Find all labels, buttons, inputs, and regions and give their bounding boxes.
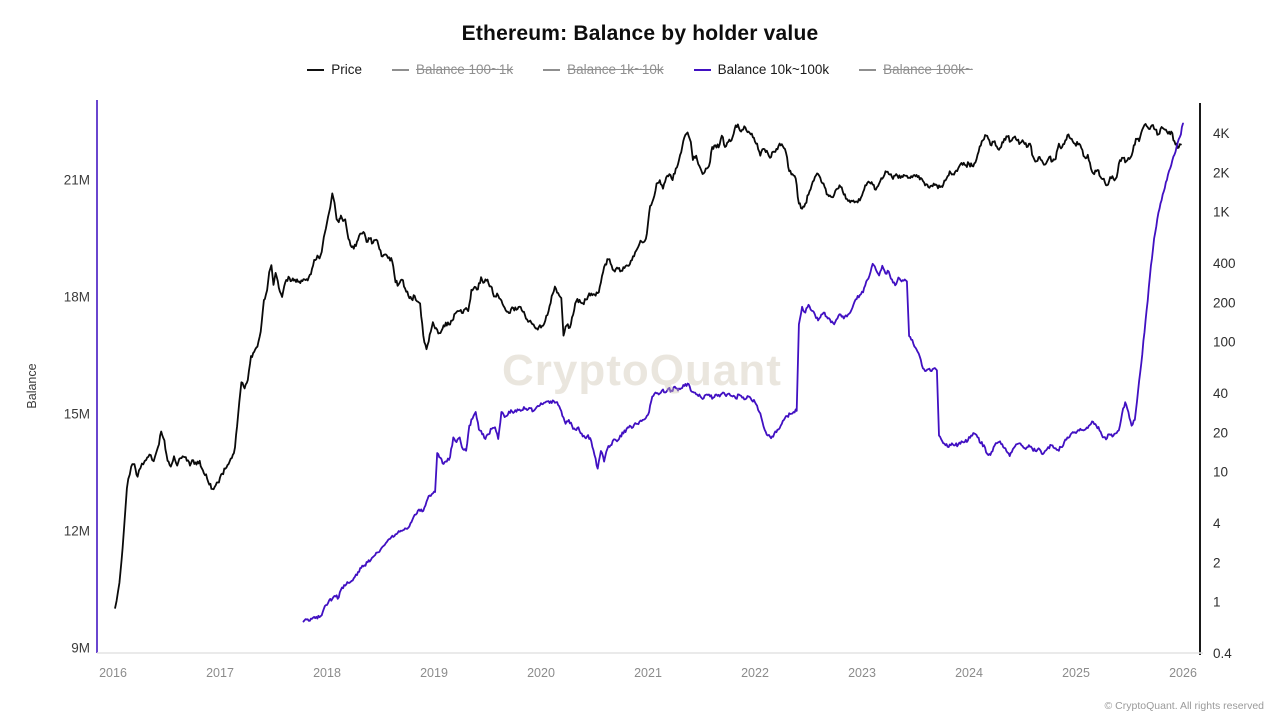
x-axis-tick-2025: 2025 <box>1062 666 1090 680</box>
x-axis-tick-2016: 2016 <box>99 666 127 680</box>
chart-title: Ethereum: Balance by holder value <box>461 22 819 45</box>
x-axis-tick-2023: 2023 <box>848 666 876 680</box>
legend-dash-icon <box>693 68 711 71</box>
legend-dash-icon <box>391 68 409 71</box>
right-axis-tick-4K: 4K <box>1213 126 1230 141</box>
legend-item-balance-10k-100k[interactable]: Balance 10k~100k <box>693 62 830 77</box>
x-axis-tick-2022: 2022 <box>741 666 769 680</box>
legend-dash-icon <box>543 68 561 71</box>
legend-item-balance-100-1k[interactable]: Balance 100~1k <box>391 62 514 77</box>
x-axis-tick-2024: 2024 <box>955 666 983 680</box>
right-axis-tick-200: 200 <box>1213 295 1236 310</box>
left-axis-tick-9M: 9M <box>71 641 90 656</box>
right-axis-tick-2: 2 <box>1213 555 1221 570</box>
right-axis-tick-1: 1 <box>1213 595 1221 610</box>
left-axis-tick-15M: 15M <box>64 407 90 422</box>
right-axis-tick-40: 40 <box>1213 386 1228 401</box>
left-axis-title: Balance <box>25 363 39 408</box>
x-axis-tick-2021: 2021 <box>634 666 662 680</box>
legend-item-price[interactable]: Price <box>307 62 362 77</box>
legend-item-balance-100k[interactable]: Balance 100k~ <box>859 62 973 77</box>
legend-dash-icon <box>859 68 877 71</box>
x-axis-tick-2017: 2017 <box>206 666 234 680</box>
legend-label: Balance 1k~10k <box>567 62 664 77</box>
right-axis-tick-10: 10 <box>1213 465 1228 480</box>
price-line <box>114 123 1182 609</box>
legend-dash-icon <box>307 68 325 71</box>
right-axis-tick-0.4: 0.4 <box>1213 646 1232 661</box>
right-axis-tick-4: 4 <box>1213 516 1221 531</box>
left-axis-tick-18M: 18M <box>64 290 90 305</box>
right-axis-tick-400: 400 <box>1213 256 1236 271</box>
legend-label: Balance 100~1k <box>415 62 514 77</box>
right-axis-tick-100: 100 <box>1213 335 1236 350</box>
legend-item-balance-1k-10k[interactable]: Balance 1k~10k <box>543 62 664 77</box>
right-axis-tick-1K: 1K <box>1213 205 1230 220</box>
legend-label: Price <box>331 62 362 77</box>
x-axis-tick-2018: 2018 <box>313 666 341 680</box>
legend-label: Balance 10k~100k <box>717 62 830 77</box>
x-axis-tick-2019: 2019 <box>420 666 448 680</box>
copyright-footer: © CryptoQuant. All rights reserved <box>1104 700 1264 712</box>
balance-10k-100k-line <box>302 122 1184 623</box>
legend-label: Balance 100k~ <box>883 62 973 77</box>
right-axis-tick-20: 20 <box>1213 425 1228 440</box>
x-axis-tick-2020: 2020 <box>527 666 555 680</box>
legend: Price Balance 100~1k Balance 1k~10k Balance… <box>0 62 1280 77</box>
left-axis-tick-21M: 21M <box>64 173 90 188</box>
x-axis-tick-2026: 2026 <box>1169 666 1197 680</box>
right-axis-tick-2K: 2K <box>1213 165 1230 180</box>
left-axis-tick-12M: 12M <box>64 524 90 539</box>
